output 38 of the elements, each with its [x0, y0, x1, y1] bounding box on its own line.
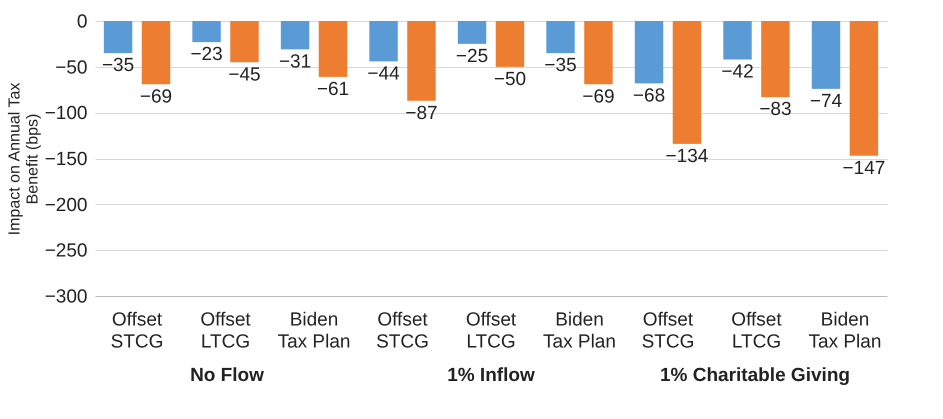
data-label: −25: [456, 46, 488, 67]
data-label: −69: [140, 86, 172, 108]
data-label: −35: [102, 55, 134, 76]
data-label: −61: [316, 78, 350, 100]
data-label: −50: [494, 68, 526, 90]
data-label: −42: [721, 62, 754, 82]
x-tick-label: Offset LTCG: [200, 310, 252, 352]
text: 1% Inflow: [447, 365, 536, 386]
data-label: −45: [228, 64, 261, 86]
data-label: −74: [810, 90, 843, 112]
data-label: −134: [666, 146, 709, 167]
y-tick-label: −50: [55, 57, 88, 78]
data-label: −35: [544, 55, 577, 76]
data-label: −44: [367, 63, 400, 84]
x-tick-label: Biden Tax Plan: [278, 310, 350, 352]
text: 1% Charitable Giving: [660, 365, 850, 386]
y-tick-label: 0: [76, 12, 88, 32]
data-label: −87: [405, 102, 438, 124]
data-label: −68: [632, 85, 666, 106]
y-tick-label: −300: [44, 286, 88, 308]
y-tick-label: −250: [44, 240, 88, 262]
data-label: −23: [190, 44, 223, 66]
x-tick-label: Offset STCG: [642, 310, 694, 352]
data-label: −83: [759, 99, 792, 120]
x-tick-label: Offset STCG: [110, 310, 164, 352]
x-tick-label: Offset LTCG: [466, 310, 517, 352]
x-tick-label: Offset STCG: [376, 310, 429, 352]
text: No Flow: [190, 365, 264, 386]
x-tick-label: Offset LTCG: [731, 310, 782, 352]
data-label: −147: [842, 158, 886, 179]
data-label: −69: [582, 86, 615, 108]
y-tick-label: −200: [44, 194, 88, 216]
y-tick-label: −100: [44, 103, 88, 124]
x-tick-label: Biden Tax Plan: [543, 310, 616, 352]
y-tick-label: −150: [44, 149, 88, 170]
data-label: −31: [278, 51, 312, 72]
x-tick-label: Biden Tax Plan: [808, 310, 882, 352]
y-axis-title: Impact on Annual Tax Benefit (bps): [6, 82, 42, 236]
